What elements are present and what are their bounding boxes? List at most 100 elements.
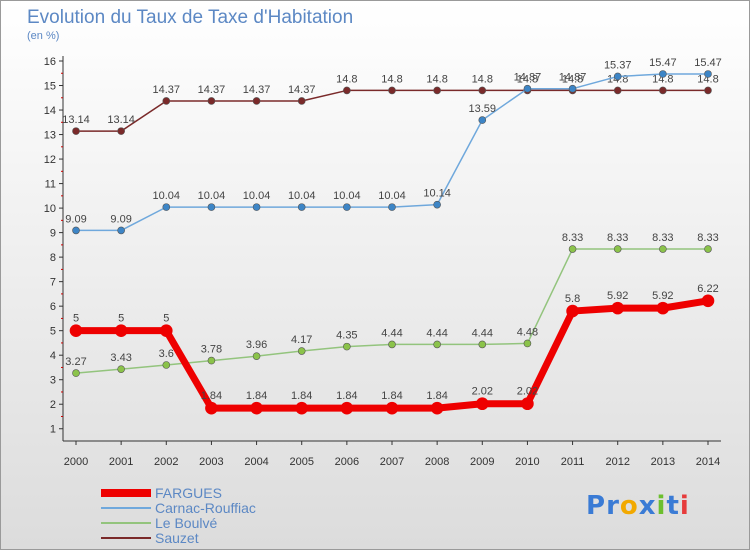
logo-letter: t [666,491,680,521]
data-label-carnac-rouffiac: 9.09 [65,213,86,225]
data-point-sauzet [207,97,216,105]
data-label-le-boulv-: 3.27 [65,356,86,368]
data-label-le-boulv-: 8.33 [562,232,583,244]
data-point-le-boulv- [659,245,667,253]
legend-label: Sauzet [155,530,199,546]
logo-letter: x [638,491,657,521]
data-point-fargues [566,304,579,318]
legend-swatch [101,522,151,524]
x-tick-label: 2005 [289,456,313,468]
data-point-fargues [521,397,534,411]
data-label-le-boulv-: 3.43 [110,352,131,364]
data-label-le-boulv-: 4.44 [381,327,402,339]
data-label-le-boulv-: 4.17 [291,334,312,346]
data-label-carnac-rouffiac: 10.04 [288,190,316,202]
data-point-fargues [205,401,218,415]
legend-swatch [101,489,151,497]
data-label-fargues: 5 [73,313,79,325]
data-point-sauzet [343,86,351,95]
data-label-carnac-rouffiac: 10.04 [333,190,361,202]
data-label-le-boulv-: 4.48 [517,326,538,338]
x-tick-label: 2011 [561,456,585,468]
chart-title: Evolution du Taux de Taxe d'Habitation [27,7,354,28]
data-label-sauzet: 14.37 [153,84,181,96]
x-tick-label: 2004 [244,456,268,468]
data-point-carnac-rouffiac [252,203,261,211]
data-label-carnac-rouffiac: 15.47 [694,57,722,69]
data-label-fargues: 5 [118,313,124,325]
data-point-sauzet [613,86,622,95]
data-label-carnac-rouffiac: 13.59 [469,103,497,115]
data-label-sauzet: 14.8 [426,73,447,85]
y-tick-label: 6 [50,301,56,313]
x-tick-label: 2007 [380,456,404,468]
x-tick-label: 2003 [199,456,223,468]
data-point-fargues [295,401,309,415]
data-point-carnac-rouffiac [162,203,171,211]
data-label-fargues: 1.84 [246,390,267,402]
data-point-carnac-rouffiac [207,203,216,211]
y-tick-label: 14 [44,105,56,117]
x-tick-label: 2008 [425,456,449,468]
data-label-sauzet: 13.14 [107,114,135,126]
data-label-sauzet: 14.8 [562,73,583,85]
data-label-le-boulv-: 8.33 [697,232,718,244]
y-tick-label: 9 [50,228,56,240]
data-label-fargues: 2.02 [472,386,493,398]
x-tick-label: 2001 [109,456,133,468]
data-label-carnac-rouffiac: 14.87 [514,72,542,84]
y-tick-label: 15 [44,81,56,93]
y-tick-label: 13 [44,130,56,142]
data-point-fargues [611,301,625,315]
data-label-carnac-rouffiac: 10.04 [243,190,271,202]
data-label-carnac-rouffiac: 14.87 [559,72,587,84]
data-label-le-boulv-: 4.35 [336,330,357,342]
data-point-le-boulv- [162,361,171,369]
data-point-carnac-rouffiac [388,203,396,211]
data-label-sauzet: 14.37 [243,84,271,96]
legend-swatch [101,507,151,509]
data-point-carnac-rouffiac [659,70,667,78]
data-label-le-boulv-: 3.96 [246,339,267,351]
data-point-fargues [701,294,715,308]
data-point-sauzet [433,86,441,95]
x-tick-label: 2010 [515,456,539,468]
data-point-le-boulv- [523,339,532,348]
data-point-fargues [430,401,444,415]
logo-letter: i [656,491,667,521]
logo-letter: o [619,491,639,521]
data-label-sauzet: 14.8 [517,73,538,85]
data-label-fargues: 1.84 [336,390,357,402]
data-point-sauzet [117,127,125,135]
data-label-fargues: 2.02 [517,386,538,398]
data-point-le-boulv- [72,369,80,377]
data-point-le-boulv- [568,245,577,253]
y-tick-label: 8 [50,252,56,264]
data-point-fargues [656,301,670,315]
data-point-sauzet [704,86,712,95]
data-point-le-boulv- [704,245,712,253]
data-point-carnac-rouffiac [523,84,532,93]
data-point-carnac-rouffiac [117,226,125,235]
data-point-sauzet [297,97,306,105]
data-label-fargues: 5 [163,313,169,325]
data-label-le-boulv-: 8.33 [652,232,673,244]
data-label-le-boulv-: 4.44 [472,327,493,339]
data-label-fargues: 1.84 [381,390,402,402]
data-point-le-boulv- [252,352,261,360]
y-tick-label: 11 [45,179,56,191]
data-point-sauzet [659,86,667,95]
data-point-carnac-rouffiac [613,72,622,81]
data-point-fargues [385,401,399,415]
data-point-le-boulv- [433,340,441,349]
data-label-carnac-rouffiac: 9.09 [110,213,131,225]
data-point-carnac-rouffiac [297,203,306,211]
unit-label: (en %) [27,30,60,42]
data-label-le-boulv-: 8.33 [607,232,628,244]
legend-label: FARGUES [155,485,222,501]
data-label-carnac-rouffiac: 15.37 [604,59,632,71]
x-tick-label: 2013 [651,456,675,468]
data-point-carnac-rouffiac [478,116,487,124]
proxiti-logo: Proxiti [586,491,690,521]
